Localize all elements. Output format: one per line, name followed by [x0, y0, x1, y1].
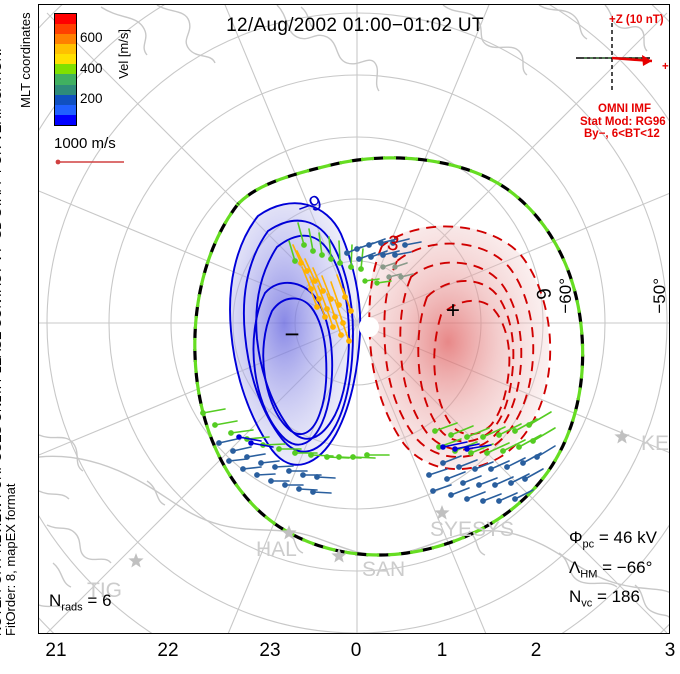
phipc-subscript: pc: [582, 538, 595, 551]
nvc-symbol: N: [568, 587, 582, 607]
mlt-coordinates-note: MLT coordinates: [18, 12, 33, 108]
velocity-colorbar: [54, 13, 77, 126]
phipc-value: = 46 kV: [598, 528, 657, 548]
nvc-value: = 186: [596, 587, 640, 607]
mlt-tick-22: 22: [157, 640, 179, 661]
fit-statistics-block: Φpc = 46 kV ΛHM = −66° Nvc = 186: [569, 524, 657, 613]
fitorder-note: FitOrder: 8, mapEX format: [3, 483, 18, 636]
contour-label-: −: [284, 319, 299, 349]
radar-station-label-sye: SYE: [430, 518, 472, 541]
colorbar-tick-600: 600: [80, 30, 103, 45]
statistical-model-label: Stat Mod: RG96: [580, 116, 666, 128]
nvc-subscript: vc: [581, 597, 593, 610]
lambdahm-value: = −66°: [602, 557, 653, 577]
colorbar-band-5: [55, 64, 76, 75]
velocity-vector-field: [200, 222, 556, 504]
latitude-label-minus60: −60°: [556, 278, 575, 314]
radar-station-label-ker: KER: [641, 432, 670, 455]
radar-station-marker: [281, 525, 297, 540]
radar-station-marker: [331, 548, 347, 563]
pole-marker: [359, 317, 379, 337]
negative-potential-cell: [230, 202, 360, 465]
radar-station-label-sys: SYS: [472, 518, 514, 541]
vector-scale-label: 1000 m/s: [54, 135, 116, 152]
lambdahm-subscript: HM: [580, 568, 598, 581]
colorbar-band-4: [55, 54, 76, 65]
mlt-tick-1: 1: [436, 640, 448, 661]
colorbar-band-1: [55, 24, 76, 35]
imf-by-condition-label: By−, 6<BT<12: [584, 128, 660, 140]
contour-label-3: 3: [385, 231, 401, 256]
colorbar-band-0: [55, 14, 76, 25]
polar-plot-panel: KERSYESYSHALSANTIG −936−+ 12/Aug/2002 01…: [38, 4, 670, 634]
colorbar-axis-label: Vel [m/s]: [116, 29, 131, 79]
imf-axes: [576, 23, 653, 93]
imf-z-axis-label: +Z (10 nT): [609, 14, 664, 26]
colorbar-tick-400: 400: [80, 61, 103, 76]
contour-label-6: 6: [531, 287, 555, 302]
imf-source-label: OMNI IMF: [598, 103, 652, 115]
imf-y-axis-label: +Y: [662, 61, 669, 73]
stat-row-phipc: Φpc = 46 kV: [569, 524, 657, 554]
mlt-axis: 21 22 23 0 1 2 3: [38, 640, 675, 670]
colorbar-band-9: [55, 104, 76, 115]
imf-clock-dial: +Z (10 nT) +Y OMNI IMF Stat Mod: RG96 By…: [554, 9, 669, 140]
heppner-maynard-boundary: [193, 156, 585, 557]
stat-row-lambdahm: ΛHM = −66°: [569, 554, 657, 584]
lambdahm-symbol: Λ: [568, 557, 581, 577]
nrads-subscript: rads: [61, 601, 83, 613]
nrads-symbol: N: [49, 590, 62, 610]
radar-station-label-tig: TIG: [87, 579, 122, 602]
mlt-tick-21: 21: [45, 640, 67, 661]
radar-station-label-hal: HAL: [256, 538, 297, 561]
mlt-tick-3: 3: [664, 640, 676, 661]
phipc-symbol: Φ: [568, 528, 583, 548]
radar-station-label-san: SAN: [362, 558, 405, 581]
radar-station-marker: [614, 429, 630, 444]
negative-potential-contours: [229, 202, 362, 466]
contour-label-: +: [446, 297, 460, 324]
radar-station-marker: [128, 553, 144, 568]
colorbar-band-8: [55, 94, 76, 105]
colorbar-band-3: [55, 44, 76, 55]
mlt-tick-23: 23: [259, 640, 281, 661]
colorbar-tick-200: 200: [80, 91, 103, 106]
colorbar-band-10: [55, 114, 76, 125]
mlt-tick-0: 0: [350, 640, 362, 661]
nrads-label: Nrads = 6: [49, 591, 112, 613]
stat-row-nvc: Nvc = 186: [569, 583, 657, 613]
polar-plot-canvas: KERSYESYSHALSANTIG −936−+: [39, 5, 670, 633]
colorbar-band-2: [55, 34, 76, 45]
velocity-legend: Vel [m/s] 600 400 200 1000 m/s: [54, 13, 174, 165]
colorbar-band-7: [55, 84, 76, 95]
mlt-tick-2: 2: [530, 640, 542, 661]
colorbar-band-6: [55, 74, 76, 85]
radar-station-marker: [434, 505, 450, 520]
vector-scale-arrow: [55, 159, 124, 165]
nrads-value: = 6: [87, 590, 112, 610]
positive-potential-contours: [368, 225, 552, 471]
latitude-label-minus50: −50°: [650, 278, 669, 314]
